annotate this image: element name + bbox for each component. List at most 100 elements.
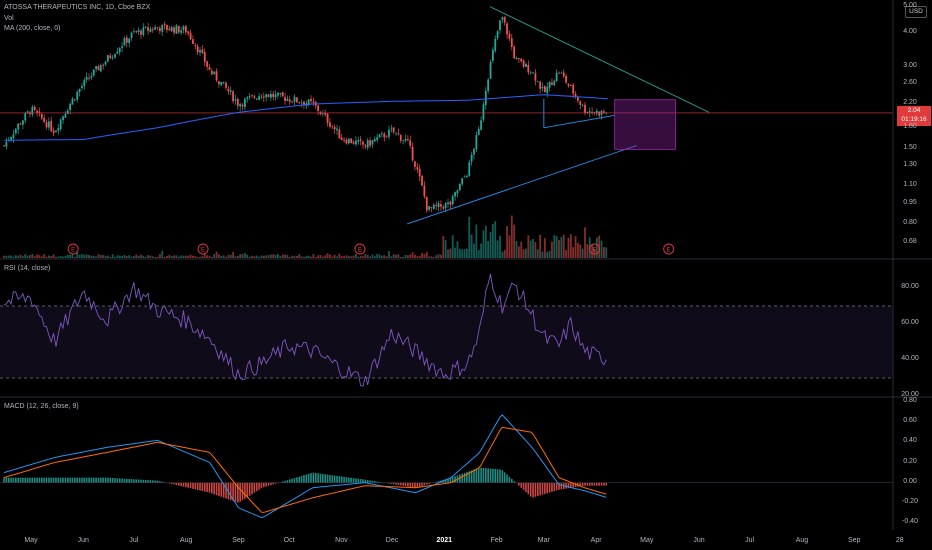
volume-bar <box>395 254 397 258</box>
candle-body <box>286 98 289 101</box>
volume-bar <box>173 255 175 258</box>
candle-body <box>59 119 62 129</box>
currency-button[interactable]: USD <box>905 6 927 18</box>
candle-body <box>307 99 310 104</box>
candle-body <box>114 54 116 58</box>
volume-bar <box>423 254 426 258</box>
volume-bar <box>414 254 416 258</box>
volume-bar <box>539 234 542 258</box>
candle-body <box>130 32 133 39</box>
volume-bar <box>225 256 227 258</box>
volume-bar <box>324 255 327 258</box>
candle-body <box>31 106 34 115</box>
candle-body <box>602 111 605 113</box>
macd-hist-bar <box>560 482 563 490</box>
volume-bar <box>5 255 8 258</box>
volume-bar <box>470 234 473 258</box>
symbol-legend[interactable]: ATOSSA THERAPEUTICS INC, 1D, Cboe BZX <box>4 4 151 11</box>
macd-hist-bar <box>522 482 525 490</box>
macd-hist-bar <box>43 477 45 483</box>
candle-body <box>78 89 81 93</box>
earnings-marker-label: E <box>201 248 205 254</box>
macd-hist-bar <box>600 482 603 486</box>
candle-body <box>234 99 237 101</box>
volume-legend[interactable]: Vol <box>4 15 14 22</box>
volume-bar <box>543 238 546 258</box>
candle-body <box>149 28 152 32</box>
candle-body <box>577 97 579 101</box>
y-tick-label: 4.00 <box>903 28 917 36</box>
macd-hist-bar <box>574 482 577 488</box>
macd-hist-bar <box>26 477 29 483</box>
macd-hist-bar <box>378 481 381 483</box>
macd-hist-bar <box>57 477 60 483</box>
volume-bar <box>416 256 419 258</box>
macd-hist-bar <box>69 477 71 483</box>
volume-bar <box>484 225 487 258</box>
macd-hist-bar <box>515 482 518 484</box>
macd-hist-bar <box>407 482 409 487</box>
candle-body <box>260 96 263 98</box>
macd-hist-bar <box>253 482 256 493</box>
macd-hist-bar <box>218 482 220 496</box>
volume-bar <box>21 256 24 258</box>
macd-hist-bar <box>128 478 130 483</box>
earnings-marker-label: E <box>71 248 75 254</box>
volume-bar <box>508 235 511 258</box>
x-tick-label: Sep <box>848 537 861 544</box>
volume-bar <box>262 255 265 258</box>
candle-body <box>447 202 449 205</box>
volume-bar <box>541 251 544 258</box>
volume-bar <box>52 254 55 258</box>
candle-body <box>546 86 549 94</box>
candle-body <box>409 140 412 146</box>
candle-body <box>45 122 48 128</box>
candle-body <box>383 133 386 138</box>
volume-bar <box>496 240 499 258</box>
earnings-marker <box>197 243 209 255</box>
drawing-overlays <box>0 6 893 225</box>
macd-hist-bar <box>477 467 480 483</box>
x-tick-label: Aug <box>795 537 809 544</box>
candle-body <box>357 139 360 142</box>
macd-hist-bar <box>118 478 121 483</box>
rsi-legend[interactable]: RSI (14, close) <box>4 265 51 272</box>
volume-bar <box>437 254 440 258</box>
candle-body <box>338 129 341 139</box>
x-tick-label: May <box>24 537 38 544</box>
candle-body <box>380 133 383 135</box>
volume-bar <box>440 254 442 258</box>
macd-hist-bar <box>208 482 211 493</box>
macd-hist-bar <box>260 482 263 489</box>
candle-body <box>551 82 553 86</box>
volume-bar <box>170 256 173 258</box>
macd-hist-bar <box>541 482 544 495</box>
macd-hist-bar <box>303 475 305 483</box>
ma-legend[interactable]: MA (200, close, 0) <box>4 25 61 32</box>
macd-hist-bar <box>156 480 159 483</box>
candle-body <box>253 96 256 98</box>
volume-bar <box>121 255 123 258</box>
candle-body <box>442 207 445 209</box>
candle-body <box>347 138 350 144</box>
target-box <box>614 99 676 150</box>
macd-legend[interactable]: MACD (12, 26, close, 9) <box>4 403 79 410</box>
volume-bar <box>314 256 317 258</box>
candle-body <box>480 120 482 130</box>
y-tick-label: 1.80 <box>903 122 917 130</box>
macd-line <box>3 414 607 519</box>
x-tick-label: Jun <box>77 537 89 544</box>
macd-hist-bar <box>333 475 336 483</box>
macd-hist-bar <box>12 477 15 483</box>
macd-hist-bar <box>102 477 104 483</box>
macd-hist-bar <box>7 477 10 483</box>
macd-hist-bar <box>10 477 12 483</box>
last-price-value: 2.04 <box>907 107 921 114</box>
candle-body <box>17 123 20 130</box>
signal-line <box>3 426 607 513</box>
volume-bar <box>510 215 513 258</box>
macd-hist-bar <box>144 479 147 483</box>
volume-bar <box>142 255 145 258</box>
x-tick-label: Feb <box>490 537 503 544</box>
